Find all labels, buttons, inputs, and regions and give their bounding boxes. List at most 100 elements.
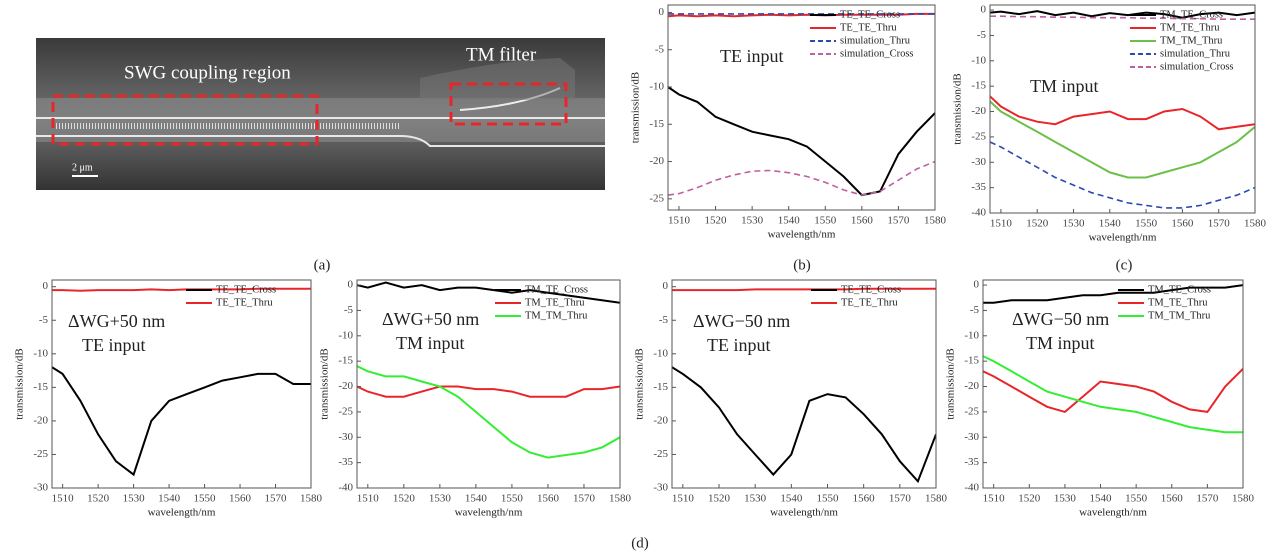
region-label: SWG coupling region xyxy=(124,62,291,83)
y-tick-label: -5 xyxy=(977,29,987,41)
x-tick-label: 1580 xyxy=(1232,493,1255,505)
annotation: TM input xyxy=(1030,76,1099,96)
y-tick-label: -20 xyxy=(649,155,664,167)
scale-label: 2 μm xyxy=(72,162,93,173)
region-label: TM filter xyxy=(466,44,537,65)
legend-label: TM_TM_Thru xyxy=(1160,35,1223,46)
x-tick-label: 1530 xyxy=(1054,493,1077,505)
x-tick-label: 1570 xyxy=(265,493,288,505)
x-tick-label: 1510 xyxy=(52,493,75,505)
y-tick-label: -40 xyxy=(338,482,353,494)
legend-label: TM_TM_Thru xyxy=(1148,310,1211,321)
chart: 0 -5 -10 -15 -20 -25 -30 1510 1520 1530 1540 1550 15… xyxy=(634,279,948,519)
x-tick-label: 1550 xyxy=(1125,493,1148,505)
x-axis-label: wavelength/nm xyxy=(1079,507,1147,519)
annotation: TE input xyxy=(82,335,146,355)
x-tick-label: 1570 xyxy=(887,215,910,227)
y-axis-label: transmission/dB xyxy=(634,348,646,420)
series-line xyxy=(983,355,1243,434)
legend-label: TE_TE_Thru xyxy=(216,297,273,308)
legend-label: TE_TE_Thru xyxy=(840,22,897,33)
plot-frame xyxy=(982,279,1244,489)
x-tick-label: 1580 xyxy=(300,493,323,505)
y-tick-label: -30 xyxy=(33,482,48,494)
series-line xyxy=(990,95,1255,131)
x-tick-label: 1560 xyxy=(1171,218,1194,230)
annotation: TE input xyxy=(720,46,784,66)
x-tick-label: 1530 xyxy=(123,493,146,505)
x-tick-label: 1520 xyxy=(705,215,728,227)
annotation: ΔWG+50 nm xyxy=(382,309,479,329)
y-tick-label: -15 xyxy=(33,381,48,393)
x-tick-label: 1520 xyxy=(87,493,110,505)
plot-frame xyxy=(671,279,937,489)
legend-label: simulation_Cross xyxy=(840,48,914,59)
y-tick-label: -35 xyxy=(971,181,986,193)
chart: 0 -5 -10 -15 -20 -25 -30 -35 -40 1510 1520 1530 1540… xyxy=(952,4,1267,244)
legend-label: TM_TE_Cross xyxy=(1148,284,1211,295)
y-tick-label: -25 xyxy=(338,405,353,417)
y-tick-label: -30 xyxy=(338,431,353,443)
panel-label: (b) xyxy=(793,257,811,273)
legend-label: TM_TE_Thru xyxy=(1160,22,1220,33)
chart: 0 -5 -10 -15 -20 -25 1510 1520 1530 1540 1550 1560 1… xyxy=(630,4,947,241)
x-tick-label: 1520 xyxy=(1018,493,1041,505)
y-tick-label: -20 xyxy=(33,414,48,426)
series-line xyxy=(983,284,1243,304)
y-tick-label: -25 xyxy=(971,130,986,142)
y-tick-label: -20 xyxy=(338,380,353,392)
y-axis-label: transmission/dB xyxy=(945,348,957,420)
x-tick-label: 1570 xyxy=(1196,493,1219,505)
legend-label: TM_TE_Cross xyxy=(1160,9,1223,20)
y-tick-label: 0 xyxy=(43,280,49,292)
y-tick-label: -5 xyxy=(39,314,49,326)
plot-frame xyxy=(51,279,312,489)
chart: 0 -5 -10 -15 -20 -25 -30 -35 -40 1510 1520 1530 1540… xyxy=(319,279,632,519)
x-tick-label: 1520 xyxy=(708,493,731,505)
x-tick-label: 1560 xyxy=(537,493,560,505)
x-tick-label: 1550 xyxy=(501,493,524,505)
y-tick-label: -30 xyxy=(971,156,986,168)
x-tick-label: 1550 xyxy=(814,215,837,227)
y-tick-label: -15 xyxy=(964,355,979,367)
x-tick-label: 1530 xyxy=(1062,218,1085,230)
plot-frame xyxy=(356,279,621,489)
x-tick-label: 1530 xyxy=(744,493,767,505)
y-axis-label: transmission/dB xyxy=(14,348,26,420)
x-axis-label: wavelength/nm xyxy=(455,507,523,519)
series-line xyxy=(990,141,1255,209)
x-tick-label: 1540 xyxy=(778,215,801,227)
x-axis-label: wavelength/nm xyxy=(1089,232,1157,244)
x-tick-label: 1540 xyxy=(1090,493,1113,505)
y-tick-label: -15 xyxy=(653,381,668,393)
x-tick-label: 1540 xyxy=(780,493,803,505)
y-tick-label: -15 xyxy=(971,80,986,92)
x-axis-label: wavelength/nm xyxy=(770,507,838,519)
sem-image: SWG coupling region TM filter 2 μm xyxy=(36,38,605,190)
x-tick-label: 1510 xyxy=(983,493,1006,505)
y-tick-label: -35 xyxy=(964,456,979,468)
y-tick-label: -25 xyxy=(33,448,48,460)
x-axis-label: wavelength/nm xyxy=(148,507,216,519)
x-tick-label: 1580 xyxy=(1244,218,1267,230)
filter-region xyxy=(420,58,575,100)
x-axis-label: wavelength/nm xyxy=(768,229,836,241)
y-tick-label: -25 xyxy=(964,405,979,417)
y-tick-label: -5 xyxy=(659,314,669,326)
y-tick-label: -10 xyxy=(33,347,48,359)
chart: 0 -5 -10 -15 -20 -25 -30 1510 1520 1530 1540 1550 15… xyxy=(14,279,323,519)
y-axis-label: transmission/dB xyxy=(319,348,331,420)
y-tick-label: 0 xyxy=(348,279,354,291)
x-tick-label: 1580 xyxy=(924,215,947,227)
y-tick-label: -20 xyxy=(964,380,979,392)
plot-frame xyxy=(989,4,1256,214)
x-tick-label: 1570 xyxy=(1208,218,1231,230)
y-tick-label: -15 xyxy=(338,355,353,367)
annotation: ΔWG−50 nm xyxy=(693,311,790,331)
x-tick-label: 1560 xyxy=(1161,493,1184,505)
x-tick-label: 1520 xyxy=(1026,218,1049,230)
x-tick-label: 1560 xyxy=(851,215,874,227)
y-tick-label: -40 xyxy=(964,482,979,494)
x-tick-label: 1530 xyxy=(429,493,452,505)
y-tick-label: -25 xyxy=(653,448,668,460)
